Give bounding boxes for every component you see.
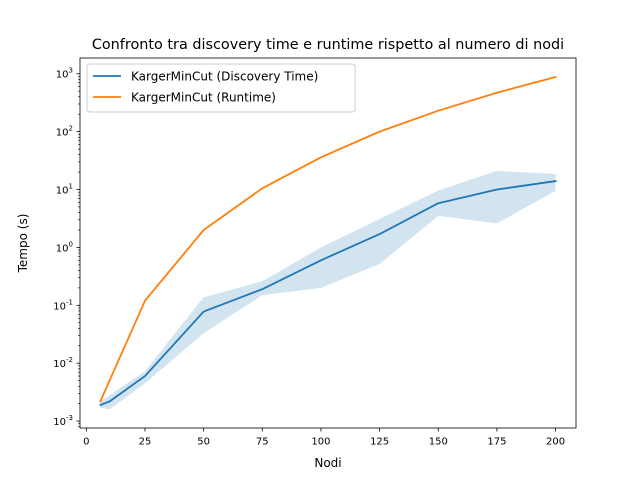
y-axis: 10-3 10-2 10-1 100 101 102 103 (53, 67, 80, 428)
y-axis-label: Tempo (s) (16, 214, 30, 274)
y-tick-label: 10-2 (53, 356, 73, 370)
x-tick-label: 50 (197, 437, 210, 448)
x-tick-label: 125 (370, 437, 389, 448)
y-tick-label: 101 (56, 183, 73, 197)
y-tick-label: 100 (56, 240, 73, 254)
legend-label-discovery-time: KargerMinCut (Discovery Time) (131, 70, 318, 84)
chart-title: Confronto tra discovery time e runtime r… (92, 37, 564, 53)
confidence-bands (100, 170, 556, 410)
x-tick-label: 150 (429, 437, 448, 448)
x-tick-label: 200 (546, 437, 565, 448)
series-lines (99, 75, 557, 407)
y-tick-label: 102 (56, 125, 73, 139)
x-axis-label: Nodi (314, 456, 341, 470)
y-tick-label: 10-1 (53, 298, 73, 312)
y-tick-label: 103 (56, 67, 73, 81)
x-tick-label: 75 (256, 437, 269, 448)
legend: KargerMinCut (Discovery Time) KargerMinC… (86, 63, 356, 113)
y-tick-label: 10-3 (53, 414, 73, 428)
x-tick-label: 25 (139, 437, 152, 448)
plot-frame (79, 57, 577, 429)
x-tick-label: 100 (311, 437, 330, 448)
legend-label-runtime: KargerMinCut (Runtime) (131, 91, 276, 105)
x-axis: 0 25 50 75 100 125 150 175 200 (83, 428, 565, 448)
x-tick-label: 175 (487, 437, 506, 448)
x-tick-label: 0 (83, 437, 89, 448)
legend-box (86, 63, 356, 113)
confidence-band-0 (100, 170, 556, 410)
series-line-0 (99, 180, 557, 407)
